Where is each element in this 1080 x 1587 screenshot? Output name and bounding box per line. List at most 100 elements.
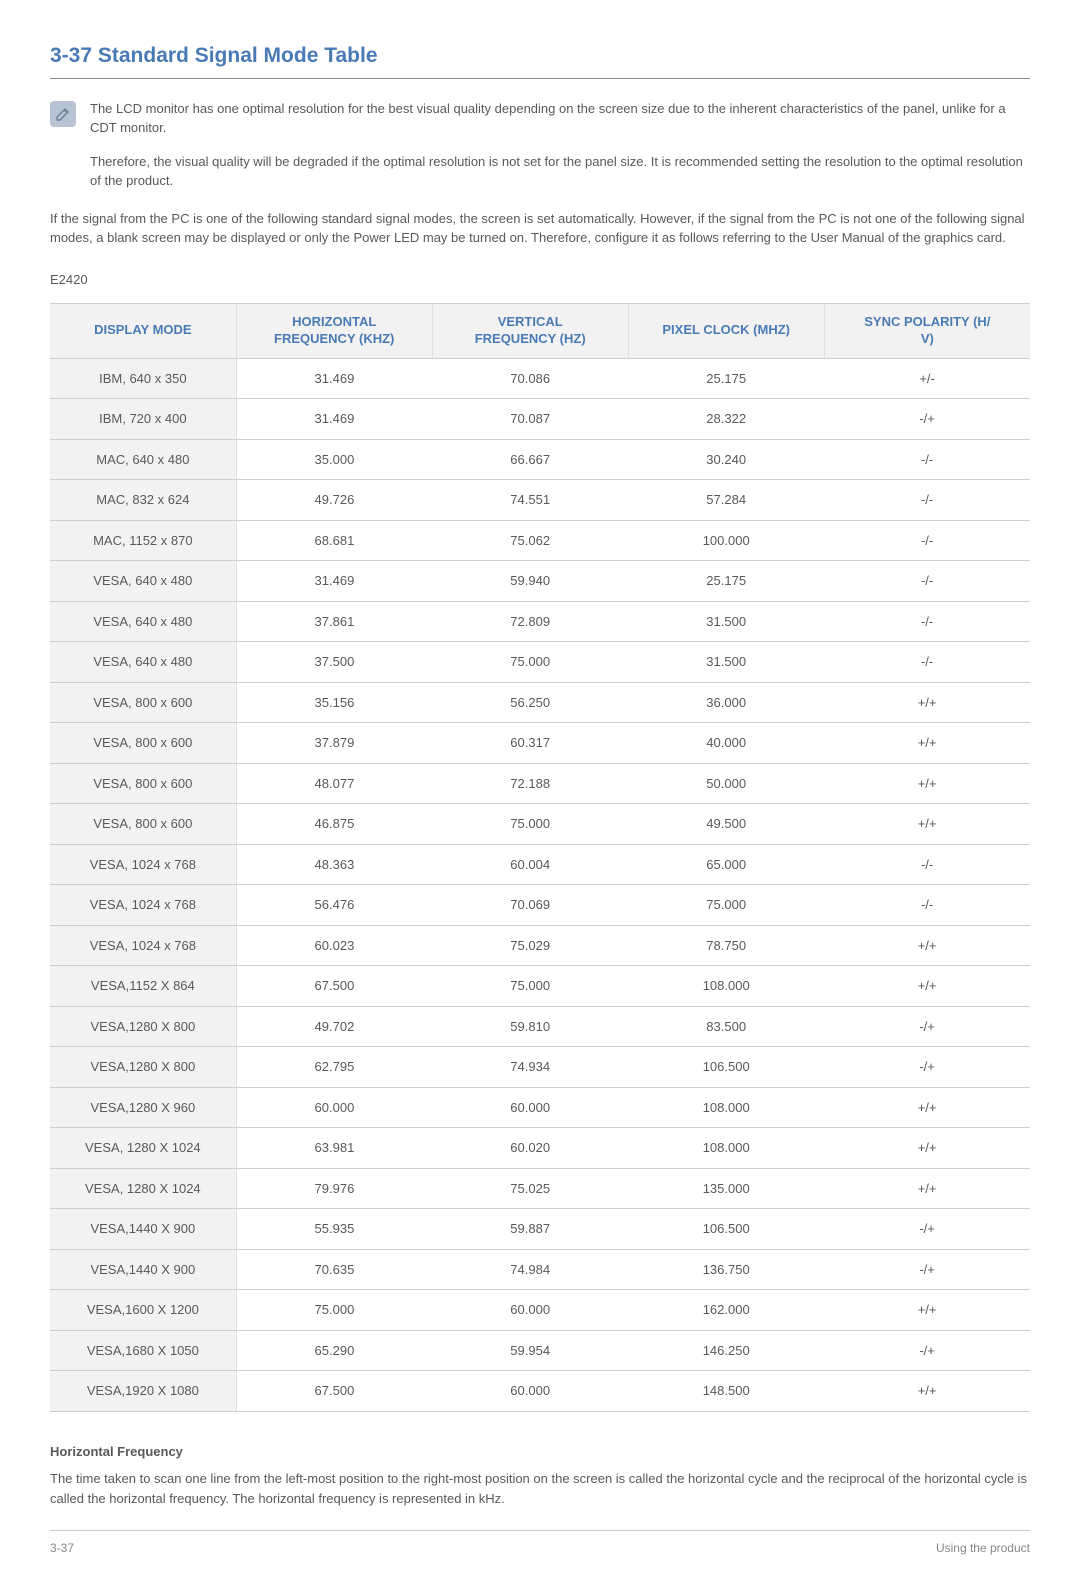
cell-display-mode: VESA,1152 X 864	[50, 966, 236, 1007]
cell-pclk: 100.000	[628, 520, 824, 561]
cell-display-mode: VESA, 800 x 600	[50, 682, 236, 723]
table-row: VESA, 1280 X 102479.97675.025135.000+/+	[50, 1168, 1030, 1209]
cell-vfreq: 59.810	[432, 1006, 628, 1047]
cell-display-mode: IBM, 720 x 400	[50, 399, 236, 440]
cell-sync: -/-	[824, 480, 1030, 521]
cell-display-mode: VESA,1280 X 800	[50, 1047, 236, 1088]
cell-display-mode: VESA, 640 x 480	[50, 601, 236, 642]
cell-vfreq: 70.069	[432, 885, 628, 926]
cell-pclk: 31.500	[628, 601, 824, 642]
cell-display-mode: IBM, 640 x 350	[50, 358, 236, 399]
cell-hfreq: 65.290	[236, 1330, 432, 1371]
cell-display-mode: VESA, 800 x 600	[50, 763, 236, 804]
cell-sync: -/+	[824, 1249, 1030, 1290]
cell-vfreq: 75.000	[432, 642, 628, 683]
cell-display-mode: VESA,1600 X 1200	[50, 1290, 236, 1331]
table-row: VESA, 800 x 60048.07772.18850.000+/+	[50, 763, 1030, 804]
cell-hfreq: 37.879	[236, 723, 432, 764]
cell-sync: +/+	[824, 925, 1030, 966]
cell-hfreq: 67.500	[236, 1371, 432, 1412]
cell-pclk: 25.175	[628, 358, 824, 399]
cell-hfreq: 60.000	[236, 1087, 432, 1128]
cell-pclk: 50.000	[628, 763, 824, 804]
cell-vfreq: 59.940	[432, 561, 628, 602]
table-header-row: DISPLAY MODE HORIZONTAL FREQUENCY (KHZ) …	[50, 304, 1030, 359]
col-pixel-clock: PIXEL CLOCK (MHZ)	[628, 304, 824, 359]
table-row: VESA, 640 x 48031.46959.94025.175-/-	[50, 561, 1030, 602]
col-sync-polarity: SYNC POLARITY (H/ V)	[824, 304, 1030, 359]
intro-paragraph: If the signal from the PC is one of the …	[50, 209, 1030, 248]
cell-vfreq: 72.809	[432, 601, 628, 642]
table-row: VESA, 800 x 60037.87960.31740.000+/+	[50, 723, 1030, 764]
table-row: MAC, 1152 x 87068.68175.062100.000-/-	[50, 520, 1030, 561]
section-title: 3-37 Standard Signal Mode Table	[50, 40, 1030, 79]
note-paragraph-2: Therefore, the visual quality will be de…	[90, 152, 1030, 191]
cell-pclk: 78.750	[628, 925, 824, 966]
cell-sync: +/+	[824, 966, 1030, 1007]
cell-hfreq: 55.935	[236, 1209, 432, 1250]
cell-pclk: 162.000	[628, 1290, 824, 1331]
cell-vfreq: 60.000	[432, 1290, 628, 1331]
cell-hfreq: 63.981	[236, 1128, 432, 1169]
cell-sync: -/-	[824, 520, 1030, 561]
table-row: IBM, 720 x 40031.46970.08728.322-/+	[50, 399, 1030, 440]
table-row: MAC, 832 x 62449.72674.55157.284-/-	[50, 480, 1030, 521]
footer-right: Using the product	[936, 1539, 1030, 1557]
cell-vfreq: 75.000	[432, 966, 628, 1007]
cell-sync: -/+	[824, 1330, 1030, 1371]
cell-hfreq: 48.363	[236, 844, 432, 885]
cell-sync: +/+	[824, 1087, 1030, 1128]
cell-pclk: 108.000	[628, 1128, 824, 1169]
table-row: VESA, 1024 x 76848.36360.00465.000-/-	[50, 844, 1030, 885]
table-row: VESA,1280 X 80049.70259.81083.500-/+	[50, 1006, 1030, 1047]
cell-pclk: 108.000	[628, 966, 824, 1007]
cell-display-mode: VESA,1920 X 1080	[50, 1371, 236, 1412]
cell-hfreq: 67.500	[236, 966, 432, 1007]
hfreq-heading: Horizontal Frequency	[50, 1442, 1030, 1462]
cell-sync: +/+	[824, 723, 1030, 764]
model-label: E2420	[50, 270, 1030, 290]
cell-hfreq: 35.000	[236, 439, 432, 480]
cell-display-mode: VESA, 800 x 600	[50, 723, 236, 764]
cell-display-mode: VESA,1280 X 960	[50, 1087, 236, 1128]
col-horizontal-freq: HORIZONTAL FREQUENCY (KHZ)	[236, 304, 432, 359]
cell-vfreq: 60.000	[432, 1087, 628, 1128]
table-row: VESA, 1024 x 76856.47670.06975.000-/-	[50, 885, 1030, 926]
col-vertical-freq: VERTICAL FREQUENCY (HZ)	[432, 304, 628, 359]
cell-vfreq: 74.984	[432, 1249, 628, 1290]
cell-display-mode: VESA, 1024 x 768	[50, 885, 236, 926]
table-row: VESA,1680 X 105065.29059.954146.250-/+	[50, 1330, 1030, 1371]
table-row: VESA,1152 X 86467.50075.000108.000+/+	[50, 966, 1030, 1007]
cell-display-mode: VESA, 1024 x 768	[50, 925, 236, 966]
cell-vfreq: 70.086	[432, 358, 628, 399]
cell-sync: -/+	[824, 1209, 1030, 1250]
cell-sync: +/-	[824, 358, 1030, 399]
note-block: The LCD monitor has one optimal resoluti…	[50, 99, 1030, 191]
cell-pclk: 106.500	[628, 1047, 824, 1088]
cell-pclk: 28.322	[628, 399, 824, 440]
col-display-mode: DISPLAY MODE	[50, 304, 236, 359]
table-row: VESA,1280 X 96060.00060.000108.000+/+	[50, 1087, 1030, 1128]
cell-display-mode: VESA, 800 x 600	[50, 804, 236, 845]
cell-vfreq: 59.887	[432, 1209, 628, 1250]
cell-display-mode: VESA,1680 X 1050	[50, 1330, 236, 1371]
page-footer: 3-37 Using the product	[50, 1530, 1030, 1557]
cell-sync: -/-	[824, 885, 1030, 926]
cell-vfreq: 75.029	[432, 925, 628, 966]
cell-sync: -/+	[824, 1006, 1030, 1047]
cell-sync: +/+	[824, 763, 1030, 804]
cell-pclk: 49.500	[628, 804, 824, 845]
cell-hfreq: 31.469	[236, 399, 432, 440]
cell-sync: -/-	[824, 561, 1030, 602]
table-row: VESA, 800 x 60046.87575.00049.500+/+	[50, 804, 1030, 845]
note-paragraph-1: The LCD monitor has one optimal resoluti…	[90, 99, 1030, 138]
table-row: IBM, 640 x 35031.46970.08625.175+/-	[50, 358, 1030, 399]
cell-display-mode: VESA,1280 X 800	[50, 1006, 236, 1047]
cell-vfreq: 59.954	[432, 1330, 628, 1371]
cell-pclk: 135.000	[628, 1168, 824, 1209]
table-row: VESA, 1024 x 76860.02375.02978.750+/+	[50, 925, 1030, 966]
cell-display-mode: MAC, 640 x 480	[50, 439, 236, 480]
cell-pclk: 57.284	[628, 480, 824, 521]
cell-display-mode: VESA, 640 x 480	[50, 561, 236, 602]
table-row: VESA,1440 X 90070.63574.984136.750-/+	[50, 1249, 1030, 1290]
